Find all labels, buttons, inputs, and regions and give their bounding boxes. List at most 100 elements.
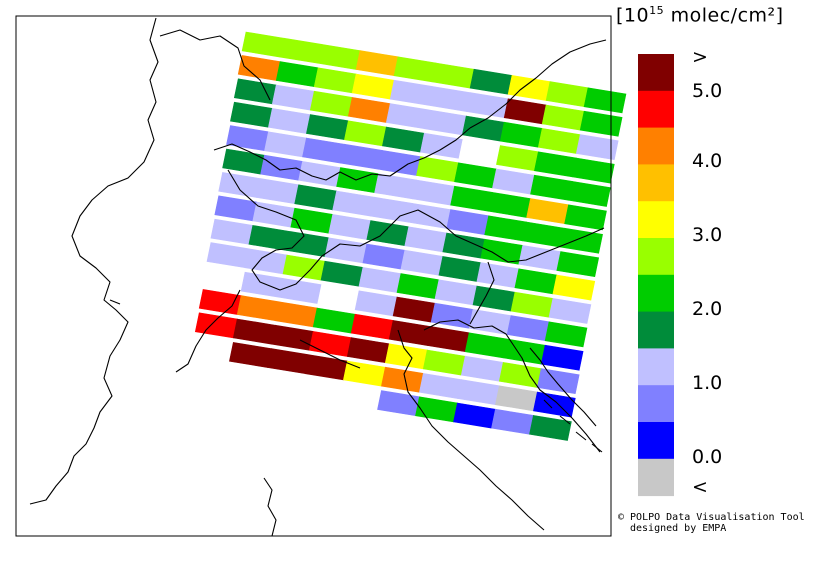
swath-pixel [488, 192, 531, 218]
swath-pixel [529, 415, 572, 441]
swath-pixel [340, 143, 383, 170]
swath-pixel [232, 318, 276, 345]
swath-pixel [252, 201, 296, 228]
swath-pixel [389, 79, 433, 106]
swath-pixel [351, 73, 395, 100]
swath-pixel [545, 81, 589, 108]
swath-pixel [450, 185, 493, 212]
legend-color-box [638, 201, 674, 239]
swath-pixel [495, 385, 538, 412]
swath-pixel [240, 271, 284, 298]
swath-pixel [233, 78, 277, 105]
swath-pixel [370, 196, 413, 223]
swath-pixel [583, 87, 627, 114]
swath-pixel [457, 379, 500, 406]
swath-pixel [446, 209, 489, 236]
swath-pixel [564, 204, 607, 231]
swath-pixel [540, 344, 584, 371]
swath-pixel [468, 309, 512, 335]
swath-pixel [568, 181, 611, 207]
swath-pixel [274, 301, 318, 328]
swath-pixel [320, 260, 364, 287]
swath-pixel [374, 173, 417, 200]
swath-pixel [309, 90, 353, 117]
swath-pixel [492, 168, 535, 195]
swath-pixel [336, 167, 379, 194]
swath-pixel [347, 97, 391, 123]
credit-line-2: designed by EMPA [630, 523, 727, 534]
legend-color-box [638, 348, 674, 386]
swath-pixel [434, 279, 478, 306]
swath-pixel [230, 101, 273, 128]
swath-pixel [275, 61, 319, 88]
country-borders [29, 17, 607, 537]
swath-pixel [237, 55, 281, 81]
legend-label-2: 2.0 [692, 298, 723, 320]
swath-pixel [388, 320, 432, 346]
swath-pixel [460, 355, 504, 382]
swath-pixel [218, 172, 261, 198]
swath-pixel [575, 134, 619, 161]
swath-pixel [385, 103, 429, 130]
swath-pixel [248, 225, 292, 251]
swath-pixel [210, 218, 254, 245]
legend-label-4: 4.0 [692, 150, 723, 172]
swath-pixel [469, 68, 513, 95]
swath-pixel [241, 31, 285, 58]
swath-pixel [244, 248, 288, 275]
swath-pixel [536, 368, 580, 395]
swath-pixel [286, 231, 330, 258]
swath-pixel [270, 324, 314, 351]
swath-pixel [298, 161, 341, 187]
legend-color-box [638, 238, 674, 276]
swath-pixel [306, 114, 349, 141]
swath-pixel [453, 402, 496, 429]
swath-pixel [381, 366, 424, 393]
legend-colorbar [638, 54, 674, 497]
swath-pixel [290, 207, 334, 234]
swath-pixel [514, 268, 558, 295]
swath-pixel [267, 348, 310, 375]
swath-pixel [294, 184, 337, 211]
legend-label-above: > [692, 46, 708, 68]
legend-color-box [638, 458, 674, 497]
swath-pixel [400, 249, 444, 276]
no2-swath [194, 31, 627, 441]
swath-pixel [476, 262, 520, 289]
swath-pixel [366, 220, 410, 247]
swath-pixel [393, 56, 437, 83]
swath-pixel [236, 295, 280, 322]
swath-pixel [534, 151, 577, 178]
swath-pixel [313, 67, 357, 94]
swath-pixel [510, 291, 554, 318]
swath-pixel [484, 215, 527, 242]
swath-pixel [305, 354, 348, 381]
swath-pixel [530, 174, 573, 201]
swath-pixel [358, 267, 402, 293]
swath-pixel [355, 50, 399, 77]
legend-color-box [638, 274, 674, 313]
swath-pixel [226, 125, 269, 152]
legend-color-box [638, 90, 674, 129]
swath-pixel [541, 104, 585, 131]
swath-pixel [422, 349, 466, 376]
swath-pixel [412, 179, 455, 206]
swath-pixel [499, 121, 543, 148]
swath-pixel [268, 108, 311, 134]
swath-pixel [415, 396, 458, 423]
swath-pixel [328, 214, 372, 240]
map-frame [15, 15, 612, 537]
legend-title: [1015 molec/cm²] [616, 4, 784, 27]
swath-pixel [526, 198, 569, 225]
legend-label-1: 1.0 [692, 372, 723, 394]
swath-pixel [346, 337, 390, 364]
legend-label-0: 0.0 [692, 446, 723, 468]
swath-pixel [362, 243, 406, 270]
swath-pixel [560, 227, 603, 254]
legend-color-box [638, 385, 674, 423]
swath-pixel [343, 360, 386, 387]
swath-pixel [198, 289, 242, 315]
swath-pixel [416, 156, 459, 183]
swath-pixel [194, 312, 238, 339]
